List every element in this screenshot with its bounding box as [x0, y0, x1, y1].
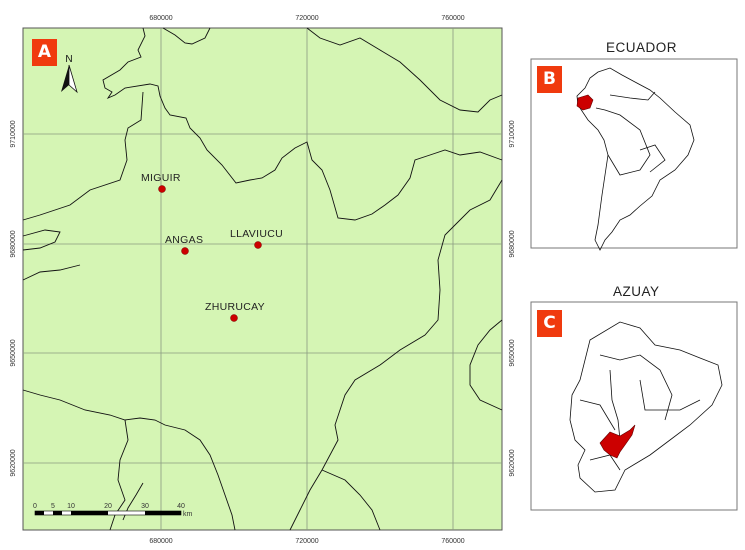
svg-text:20: 20	[104, 503, 112, 510]
panel-label-c: C	[537, 310, 562, 337]
inset-b-frame	[530, 58, 738, 249]
graticule	[23, 28, 502, 530]
svg-text:ANGAS: ANGAS	[165, 234, 203, 246]
svg-text:ZHURUCAY: ZHURUCAY	[205, 301, 265, 313]
site-zhurucay: ZHURUCAY	[205, 301, 265, 322]
y-ticks-left: 9710000 9680000 9650000 9620000	[10, 120, 17, 476]
svg-text:MIGUIR: MIGUIR	[141, 172, 181, 184]
svg-text:5: 5	[51, 503, 55, 510]
main-map-frame	[22, 27, 503, 531]
site-llaviucu: LLAVIUCU	[230, 228, 283, 249]
panel-label-a: A	[32, 39, 57, 66]
svg-text:LLAVIUCU: LLAVIUCU	[230, 228, 283, 240]
inset-b-title: ECUADOR	[606, 40, 678, 55]
y-tick: 9650000	[509, 339, 516, 366]
north-arrow-icon: N	[61, 54, 78, 94]
azuay-highlight	[599, 424, 636, 459]
ecuador-provinces-outline	[569, 321, 723, 493]
y-tick: 9680000	[509, 230, 516, 257]
ecuador-highlight	[576, 94, 594, 111]
scale-bar: 0 5 10 20 30 40 km	[33, 503, 192, 518]
inset-c-title: AZUAY	[613, 284, 660, 299]
x-tick-bottom: 760000	[441, 538, 464, 545]
x-tick-top: 760000	[441, 15, 464, 22]
y-ticks-right: 9710000 9680000 9650000 9620000	[509, 120, 516, 476]
south-america-outline	[576, 67, 695, 251]
y-tick: 9620000	[10, 449, 17, 476]
inset-c-frame	[530, 301, 738, 511]
site-miguir: MIGUIR	[141, 172, 181, 193]
y-tick: 9710000	[10, 120, 17, 147]
svg-text:40: 40	[177, 503, 185, 510]
y-tick: 9680000	[10, 230, 17, 257]
watershed-boundaries	[22, 27, 503, 531]
svg-text:10: 10	[67, 503, 75, 510]
panel-label-b: B	[537, 66, 562, 93]
x-tick-bottom: 680000	[149, 538, 172, 545]
x-tick-top: 680000	[149, 15, 172, 22]
svg-text:0: 0	[33, 503, 37, 510]
svg-text:km: km	[183, 511, 193, 518]
x-tick-top: 720000	[295, 15, 318, 22]
x-tick-bottom: 720000	[295, 538, 318, 545]
y-tick: 9620000	[509, 449, 516, 476]
site-angas: ANGAS	[165, 234, 203, 255]
y-tick: 9710000	[509, 120, 516, 147]
y-tick: 9650000	[10, 339, 17, 366]
svg-text:30: 30	[141, 503, 149, 510]
svg-text:N: N	[65, 54, 72, 65]
